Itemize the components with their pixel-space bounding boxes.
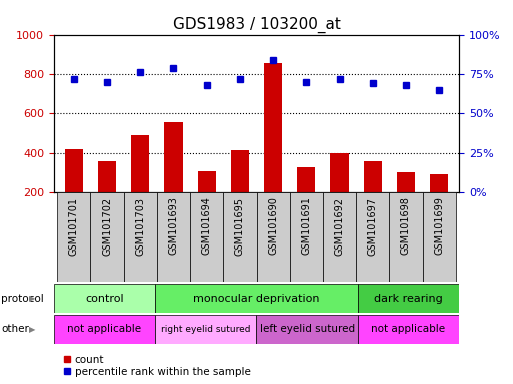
Bar — [155, 284, 358, 313]
Bar — [223, 192, 256, 282]
Bar — [430, 174, 448, 192]
Text: GSM101691: GSM101691 — [301, 197, 311, 255]
Bar — [397, 172, 415, 192]
Bar — [231, 150, 249, 192]
Bar — [389, 192, 423, 282]
Bar — [198, 171, 216, 192]
Bar — [98, 161, 116, 192]
Text: dark rearing: dark rearing — [374, 293, 443, 304]
Bar — [290, 192, 323, 282]
Bar — [124, 192, 157, 282]
Text: ▶: ▶ — [29, 294, 35, 303]
Text: not applicable: not applicable — [371, 324, 445, 334]
Bar — [131, 135, 149, 192]
Text: not applicable: not applicable — [68, 324, 142, 334]
Title: GDS1983 / 103200_at: GDS1983 / 103200_at — [172, 17, 341, 33]
Bar — [323, 192, 356, 282]
Text: GSM101694: GSM101694 — [202, 197, 212, 255]
Text: GSM101692: GSM101692 — [334, 197, 345, 255]
Text: other: other — [1, 324, 29, 334]
Text: ▶: ▶ — [29, 325, 35, 334]
Text: GSM101690: GSM101690 — [268, 197, 278, 255]
Text: GSM101698: GSM101698 — [401, 197, 411, 255]
Bar — [264, 63, 282, 192]
Bar — [90, 192, 124, 282]
Bar — [190, 192, 223, 282]
Bar — [356, 192, 389, 282]
Bar — [54, 315, 155, 344]
Bar — [256, 192, 290, 282]
Legend: count, percentile rank within the sample: count, percentile rank within the sample — [59, 351, 255, 381]
Bar — [358, 315, 459, 344]
Bar — [330, 153, 349, 192]
Bar — [297, 167, 315, 192]
Text: right eyelid sutured: right eyelid sutured — [161, 325, 250, 334]
Bar — [256, 315, 358, 344]
Text: GSM101693: GSM101693 — [168, 197, 179, 255]
Bar — [157, 192, 190, 282]
Bar — [57, 192, 90, 282]
Text: GSM101699: GSM101699 — [434, 197, 444, 255]
Bar — [65, 149, 83, 192]
Text: left eyelid sutured: left eyelid sutured — [260, 324, 354, 334]
Text: GSM101703: GSM101703 — [135, 197, 145, 255]
Text: GSM101695: GSM101695 — [235, 197, 245, 255]
Bar — [423, 192, 456, 282]
Text: GSM101697: GSM101697 — [368, 197, 378, 255]
Bar — [364, 162, 382, 192]
Bar — [164, 122, 183, 192]
Text: monocular deprivation: monocular deprivation — [193, 293, 320, 304]
Text: control: control — [85, 293, 124, 304]
Bar — [358, 284, 459, 313]
Bar — [54, 284, 155, 313]
Text: GSM101702: GSM101702 — [102, 197, 112, 256]
Text: GSM101701: GSM101701 — [69, 197, 79, 255]
Bar — [155, 315, 256, 344]
Text: protocol: protocol — [1, 293, 44, 304]
